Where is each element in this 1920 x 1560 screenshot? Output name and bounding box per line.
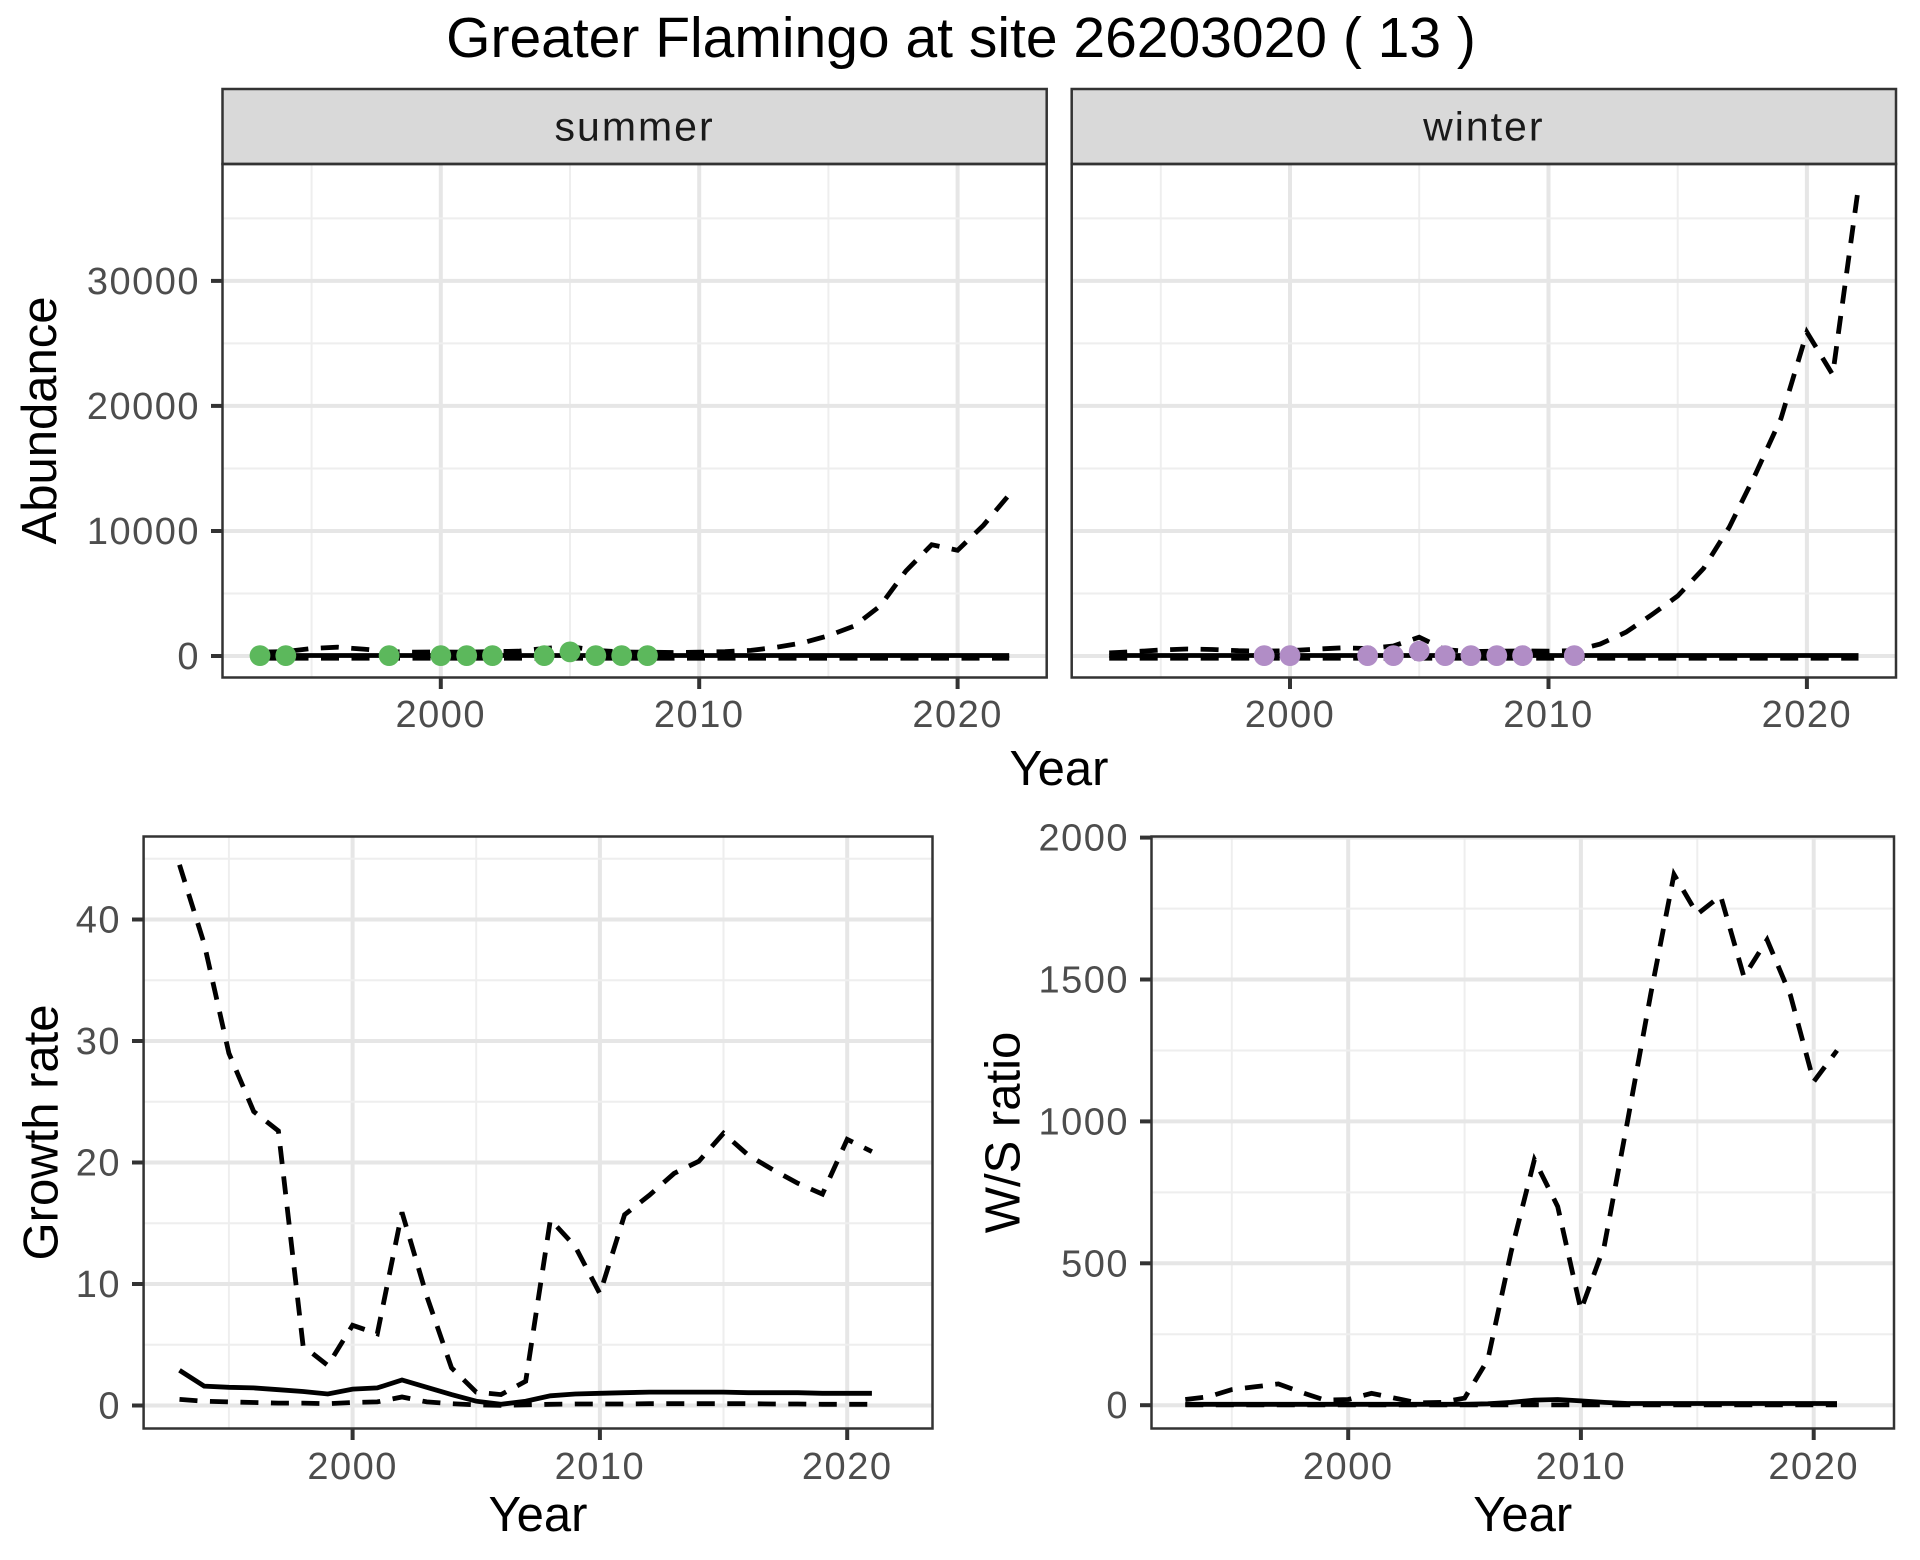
svg-text:30: 30	[76, 1021, 121, 1063]
svg-text:Growth rate: Growth rate	[15, 1005, 69, 1261]
svg-text:Year: Year	[1009, 742, 1108, 796]
svg-text:Year: Year	[1473, 1488, 1572, 1542]
svg-text:2010: 2010	[555, 1446, 646, 1488]
svg-text:winter: winter	[1422, 104, 1544, 150]
svg-text:2020: 2020	[1762, 694, 1853, 736]
svg-text:2020: 2020	[802, 1446, 893, 1488]
svg-text:500: 500	[1061, 1243, 1129, 1285]
svg-text:Greater Flamingo at site 26203: Greater Flamingo at site 26203020 ( 13 )	[446, 6, 1476, 70]
svg-text:10000: 10000	[87, 511, 200, 553]
svg-text:2000: 2000	[396, 694, 487, 736]
svg-text:20000: 20000	[87, 386, 200, 428]
svg-text:2000: 2000	[1038, 818, 1129, 860]
svg-text:0: 0	[98, 1386, 121, 1428]
svg-text:1000: 1000	[1038, 1101, 1129, 1143]
svg-text:20: 20	[76, 1143, 121, 1185]
svg-text:1500: 1500	[1038, 960, 1129, 1002]
svg-text:summer: summer	[555, 104, 715, 150]
svg-text:2010: 2010	[654, 694, 745, 736]
svg-text:2010: 2010	[1503, 694, 1594, 736]
svg-text:Abundance: Abundance	[13, 297, 67, 545]
svg-text:2000: 2000	[1303, 1446, 1394, 1488]
svg-text:2020: 2020	[1768, 1446, 1859, 1488]
svg-text:2000: 2000	[1245, 694, 1336, 736]
svg-text:2020: 2020	[912, 694, 1003, 736]
svg-text:2000: 2000	[307, 1446, 398, 1488]
svg-text:0: 0	[1106, 1385, 1129, 1427]
svg-text:0: 0	[177, 636, 200, 678]
svg-text:2010: 2010	[1536, 1446, 1627, 1488]
svg-text:Year: Year	[488, 1488, 587, 1542]
svg-text:W/S ratio: W/S ratio	[977, 1032, 1031, 1233]
svg-text:40: 40	[76, 900, 121, 942]
svg-text:30000: 30000	[87, 261, 200, 303]
svg-text:10: 10	[76, 1264, 121, 1306]
